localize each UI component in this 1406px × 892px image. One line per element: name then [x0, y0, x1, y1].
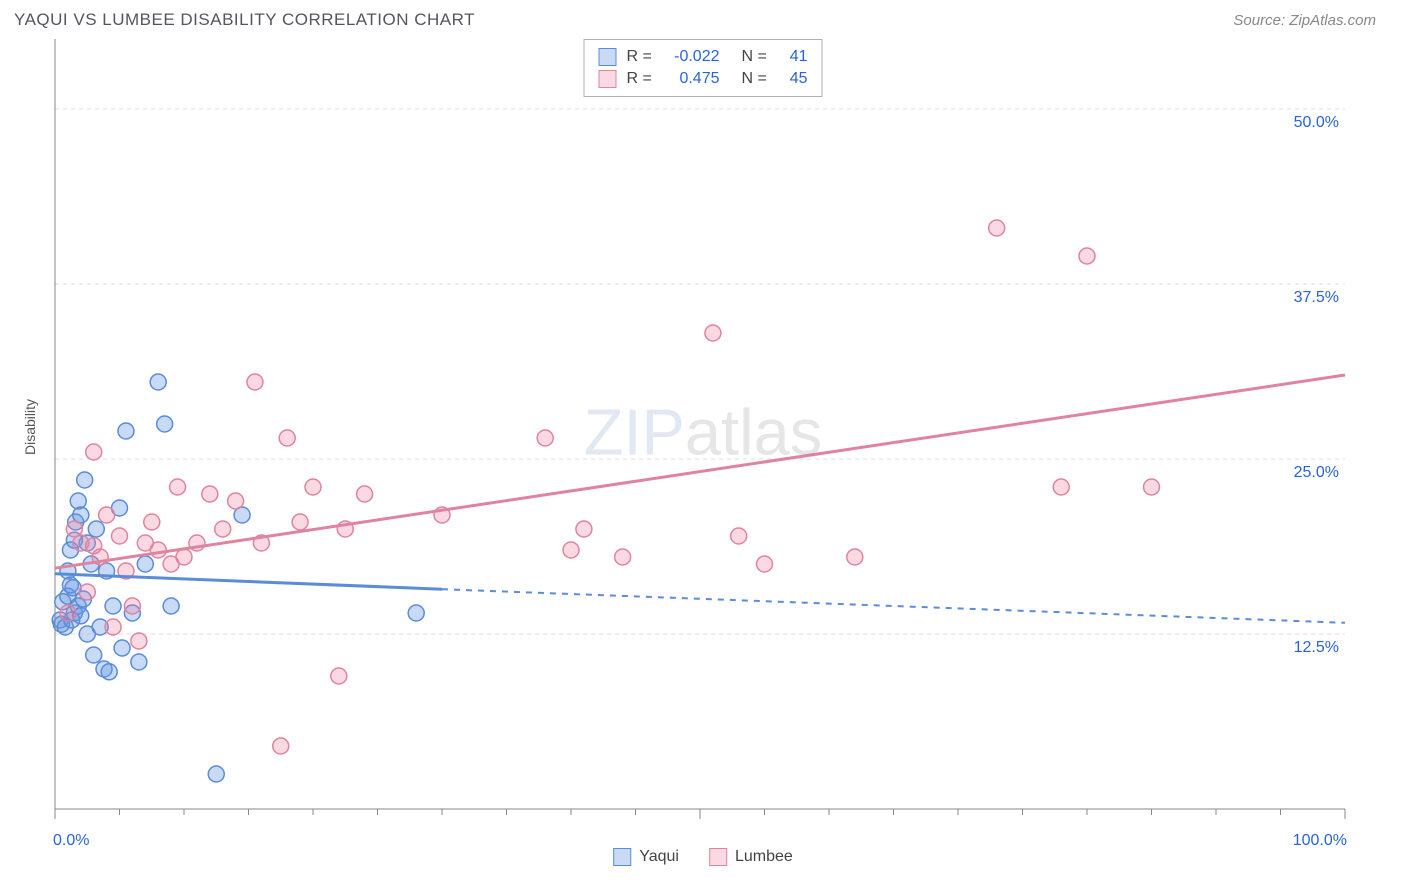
y-tick-label: 25.0%	[1294, 464, 1339, 481]
data-point	[131, 633, 147, 649]
data-point	[1144, 479, 1160, 495]
data-point	[86, 647, 102, 663]
legend-item: Yaqui	[613, 848, 679, 866]
x-tick-label: 0.0%	[53, 832, 89, 849]
data-point	[273, 738, 289, 754]
stat-n-label: N =	[742, 70, 770, 88]
chart-svg: 12.5% 25.0% 37.5% 50.0% 0.0% 100.0%	[10, 34, 1396, 864]
data-point	[105, 619, 121, 635]
stat-r-value: -0.022	[665, 48, 720, 66]
legend-label: Yaqui	[639, 848, 679, 866]
data-point	[705, 325, 721, 341]
data-point	[99, 507, 115, 523]
chart-source: Source: ZipAtlas.com	[1233, 12, 1376, 29]
data-point	[1079, 248, 1095, 264]
data-point	[1053, 479, 1069, 495]
y-tick-label: 50.0%	[1294, 114, 1339, 131]
data-point	[563, 542, 579, 558]
data-point	[357, 486, 373, 502]
stat-n-value: 41	[780, 48, 808, 66]
data-point	[86, 444, 102, 460]
data-point	[124, 598, 140, 614]
y-axis-label: Disability	[22, 399, 38, 455]
data-point	[176, 549, 192, 565]
data-point	[279, 430, 295, 446]
data-point	[215, 521, 231, 537]
data-point	[292, 514, 308, 530]
y-tick-label: 12.5%	[1294, 639, 1339, 656]
data-point	[150, 374, 166, 390]
data-point	[112, 528, 128, 544]
stat-r-label: R =	[627, 70, 655, 88]
chart-title: YAQUI VS LUMBEE DISABILITY CORRELATION C…	[14, 10, 475, 30]
regression-line	[55, 574, 442, 589]
data-point	[989, 220, 1005, 236]
data-point	[247, 374, 263, 390]
data-point	[731, 528, 747, 544]
data-point	[757, 556, 773, 572]
data-point	[77, 472, 93, 488]
stat-r-value: 0.475	[665, 70, 720, 88]
data-point	[131, 654, 147, 670]
data-point	[170, 479, 186, 495]
stats-legend-box: R = -0.022 N = 41 R = 0.475 N = 45	[584, 39, 823, 97]
regression-extrapolation	[442, 589, 1345, 623]
data-point	[208, 766, 224, 782]
legend-item: Lumbee	[709, 848, 793, 866]
data-point	[88, 521, 104, 537]
series-swatch	[599, 48, 617, 66]
data-point	[101, 664, 117, 680]
data-point	[305, 479, 321, 495]
data-point	[114, 640, 130, 656]
data-point	[847, 549, 863, 565]
data-point	[576, 521, 592, 537]
data-point	[70, 493, 86, 509]
stats-row: R = -0.022 N = 41	[599, 46, 808, 68]
data-point	[157, 416, 173, 432]
legend-swatch	[613, 848, 631, 866]
legend-label: Lumbee	[735, 848, 793, 866]
data-point	[537, 430, 553, 446]
data-point	[150, 542, 166, 558]
data-point	[202, 486, 218, 502]
stats-row: R = 0.475 N = 45	[599, 68, 808, 90]
stat-n-value: 45	[780, 70, 808, 88]
data-point	[137, 556, 153, 572]
x-tick-label: 100.0%	[1293, 832, 1347, 849]
data-point	[331, 668, 347, 684]
chart-header: YAQUI VS LUMBEE DISABILITY CORRELATION C…	[10, 10, 1396, 34]
data-point	[105, 598, 121, 614]
stat-r-label: R =	[627, 48, 655, 66]
y-tick-label: 37.5%	[1294, 289, 1339, 306]
data-point	[408, 605, 424, 621]
data-point	[79, 584, 95, 600]
stat-n-label: N =	[742, 48, 770, 66]
legend-swatch	[709, 848, 727, 866]
bottom-legend: Yaqui Lumbee	[613, 848, 793, 866]
chart-container: Disability ZIPatlas 12.5%25.0%37.5%50.0%…	[10, 34, 1396, 864]
regression-line	[55, 375, 1345, 568]
data-point	[163, 598, 179, 614]
data-point	[144, 514, 160, 530]
data-point	[60, 605, 76, 621]
data-point	[615, 549, 631, 565]
series-swatch	[599, 70, 617, 88]
data-point	[228, 493, 244, 509]
data-point	[118, 423, 134, 439]
